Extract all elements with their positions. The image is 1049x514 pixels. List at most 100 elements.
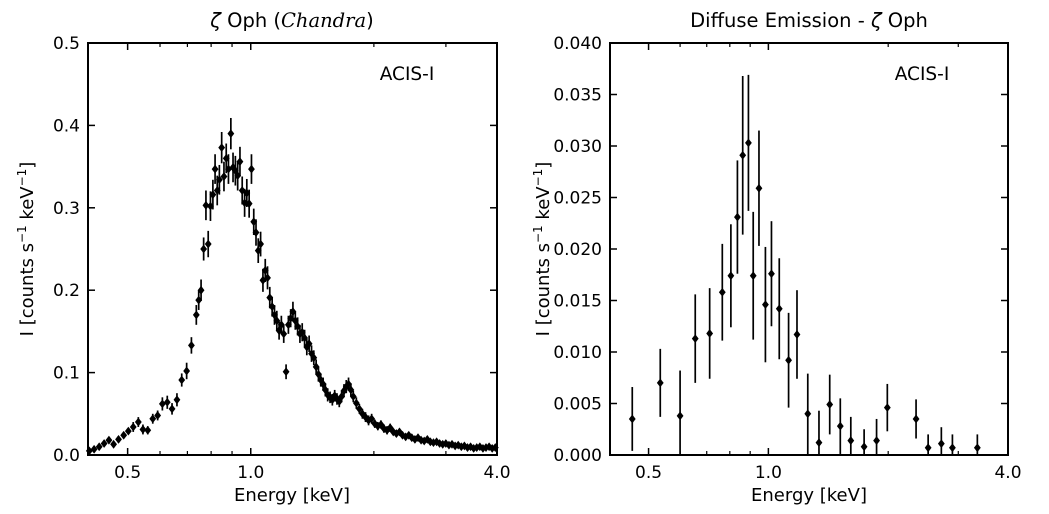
data-point-diamond	[144, 425, 152, 435]
right-chart-diffuse-emission: 0.5 1.0 4.0 0.000 0.005 0.010 0.015 0.020 0.025 0…	[531, 9, 1022, 506]
data-point-diamond	[775, 304, 783, 314]
data-point-diamond	[264, 273, 271, 283]
data-point-diamond	[734, 212, 741, 222]
data-point-diamond	[273, 316, 281, 326]
data-point-diamond	[188, 341, 195, 350]
y-tick-label: 0.3	[53, 199, 80, 219]
y-tick-label: 0.010	[553, 343, 602, 363]
axis-text: 0.5 1.0 4.0 0.0 0.1 0.2 0.3 0.4 0.5 ζ Oph (Chandr…	[15, 9, 511, 506]
chart-title: ζ Oph (Chandra)	[209, 9, 373, 32]
data-point-diamond	[202, 200, 210, 210]
data-point-diamond	[491, 443, 499, 452]
data-point-diamond	[355, 404, 363, 414]
data-point-diamond	[439, 439, 447, 449]
data-point-diamond	[134, 417, 142, 427]
plot-border	[87, 42, 498, 456]
data-point-diamond	[718, 287, 726, 297]
data-point-diamond	[860, 442, 868, 452]
data-point-diamond	[826, 400, 834, 409]
data-point-diamond	[340, 386, 348, 396]
data-point-diamond	[317, 375, 325, 385]
data-point-diamond	[793, 330, 801, 339]
y-tick-label: 0.025	[553, 189, 602, 209]
left-chart-zeta-oph-chandra: 0.5 1.0 4.0 0.0 0.1 0.2 0.3 0.4 0.5 ζ Oph (Chandr…	[15, 9, 511, 506]
data-point-diamond	[402, 432, 410, 442]
y-tick-label: 0.2	[53, 281, 80, 301]
data-point-diamond	[310, 353, 318, 363]
data-point-diamond	[261, 266, 269, 275]
data-point-diamond	[204, 239, 212, 249]
data-point-diamond	[706, 329, 714, 338]
y-tick-label: 0.035	[553, 86, 602, 106]
data-point-diamond	[815, 438, 823, 448]
data-point-diamond	[321, 385, 329, 395]
x-tick-label: 1.0	[237, 463, 264, 483]
data-point-diamond	[280, 329, 288, 339]
x-axis-label: Energy [keV]	[751, 485, 867, 506]
data-point-diamond	[739, 150, 747, 160]
data-point-diamond	[328, 395, 336, 405]
data-point-diamond	[973, 443, 981, 453]
data-point-diamond	[303, 342, 311, 352]
y-axis-label: I [counts s−1 keV−1]	[531, 162, 554, 337]
data-series	[628, 74, 981, 455]
data-point-diamond	[479, 444, 487, 453]
data-point-diamond	[110, 439, 117, 449]
instrument-annotation: ACIS-I	[895, 64, 950, 85]
x-tick-label: 4.0	[483, 463, 510, 483]
y-tick-label: 0.030	[553, 137, 602, 157]
axes	[87, 42, 498, 456]
y-tick-label: 0.5	[53, 34, 80, 54]
data-point-diamond	[836, 421, 844, 431]
data-point-diamond	[234, 171, 242, 181]
x-tick-label: 0.5	[635, 463, 662, 483]
data-point-diamond	[158, 399, 166, 409]
y-tick-label: 0.015	[553, 292, 602, 312]
y-tick-label: 0.0	[53, 446, 80, 466]
data-point-diamond	[257, 239, 265, 249]
data-point-diamond	[457, 442, 465, 452]
data-point-diamond	[873, 436, 880, 445]
data-point-diamond	[405, 430, 413, 440]
data-point-diamond	[197, 285, 205, 295]
axis-text: 0.5 1.0 4.0 0.000 0.005 0.010 0.015 0.020 0.025 0…	[531, 9, 1022, 506]
data-point-diamond	[628, 414, 636, 424]
data-point-diamond	[200, 244, 208, 254]
data-point-diamond	[129, 422, 137, 432]
data-point-diamond	[231, 166, 239, 176]
data-point-diamond	[755, 183, 763, 193]
y-axis-label: I [counts s−1 keV−1]	[15, 162, 38, 337]
data-point-diamond	[912, 414, 920, 424]
x-tick-label: 4.0	[994, 463, 1021, 483]
data-point-diamond	[90, 444, 98, 454]
data-point-diamond	[331, 391, 339, 401]
data-point-diamond	[727, 271, 735, 281]
data-point-diamond	[115, 434, 122, 444]
data-point-diamond	[749, 271, 757, 281]
chart-title: Diffuse Emission - ζ Oph	[690, 9, 928, 32]
data-point-diamond	[275, 326, 283, 335]
data-point-diamond	[488, 444, 496, 453]
data-point-diamond	[476, 442, 484, 452]
data-point-diamond	[183, 366, 191, 376]
data-point-diamond	[349, 392, 357, 401]
data-point-diamond	[937, 439, 945, 449]
data-point-diamond	[305, 339, 313, 349]
data-point-diamond	[124, 426, 132, 436]
data-point-diamond	[804, 409, 812, 419]
data-point-diamond	[100, 439, 108, 448]
data-point-diamond	[294, 322, 302, 331]
data-point-diamond	[745, 138, 752, 148]
x-tick-label: 1.0	[755, 463, 782, 483]
data-point-diamond	[215, 175, 223, 185]
data-point-diamond	[245, 199, 253, 209]
plot-border	[609, 42, 1009, 456]
data-point-diamond	[163, 397, 171, 407]
data-point-diamond	[220, 172, 228, 181]
data-point-diamond	[433, 437, 441, 447]
data-point-diamond	[195, 295, 203, 305]
data-point-diamond	[423, 434, 431, 444]
data-point-diamond	[359, 409, 366, 419]
y-tick-label: 0.1	[53, 364, 80, 384]
